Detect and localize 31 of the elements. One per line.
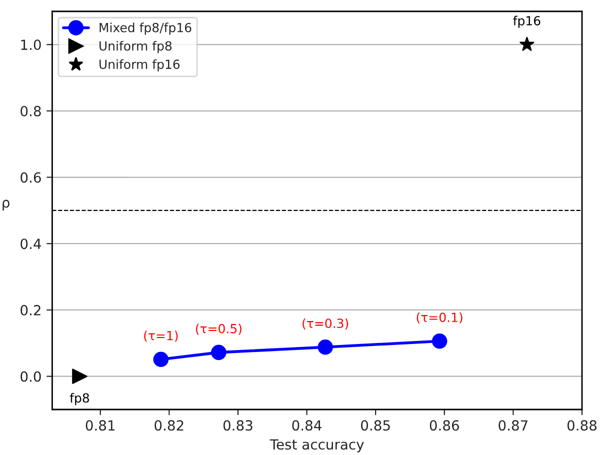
point [211, 344, 226, 360]
point [318, 339, 333, 355]
y-tick-label: 0.4 [20, 238, 42, 250]
x-axis-title: Test accuracy [270, 439, 364, 452]
y-tick-label: 1.0 [21, 40, 41, 50]
x-tick-label: 0.85 [361, 420, 390, 431]
point [520, 36, 534, 51]
annotation: fp8 [70, 392, 90, 406]
annotation: (τ=1) [144, 330, 178, 342]
y-tick-label: 0.8 [20, 106, 41, 116]
y-axis-title: ρ [2, 200, 10, 210]
x-tick-label: 0.81 [86, 420, 115, 431]
legend-label: Uniform fp16 [100, 59, 180, 72]
y-tick-label: 0.6 [20, 172, 41, 183]
x-tick-label: 0.83 [223, 420, 252, 431]
legend-label: Uniform fp8 [100, 40, 172, 54]
y-tick-label: 0.0 [20, 371, 41, 382]
point [72, 368, 88, 384]
point [432, 334, 448, 349]
annotation: (τ=0.3) [302, 318, 348, 330]
annotation: fp16 [513, 16, 540, 28]
annotation: (τ=0.1) [416, 312, 462, 324]
x-tick-label: 0.84 [292, 420, 322, 431]
x-tick-label: 0.86 [430, 420, 459, 431]
annotation: (τ=0.5) [196, 324, 242, 335]
point [153, 352, 169, 368]
legend-label: Mixed fp8/fp16 [100, 22, 192, 35]
x-tick-label: 0.87 [498, 420, 528, 431]
x-tick-label: 0.82 [154, 420, 184, 431]
y-tick-label: 0.2 [20, 304, 40, 316]
x-tick-label: 0.88 [567, 420, 597, 431]
